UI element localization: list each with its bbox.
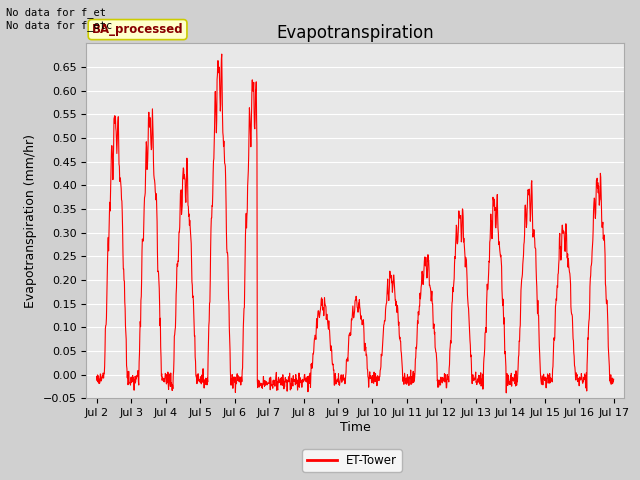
Title: Evapotranspiration: Evapotranspiration bbox=[276, 24, 434, 42]
Y-axis label: Evapotranspiration (mm/hr): Evapotranspiration (mm/hr) bbox=[24, 134, 37, 308]
Text: No data for f_et
No data for f_etc: No data for f_et No data for f_etc bbox=[6, 7, 113, 31]
X-axis label: Time: Time bbox=[340, 421, 371, 434]
Text: BA_processed: BA_processed bbox=[92, 23, 184, 36]
Legend: ET-Tower: ET-Tower bbox=[302, 449, 402, 472]
